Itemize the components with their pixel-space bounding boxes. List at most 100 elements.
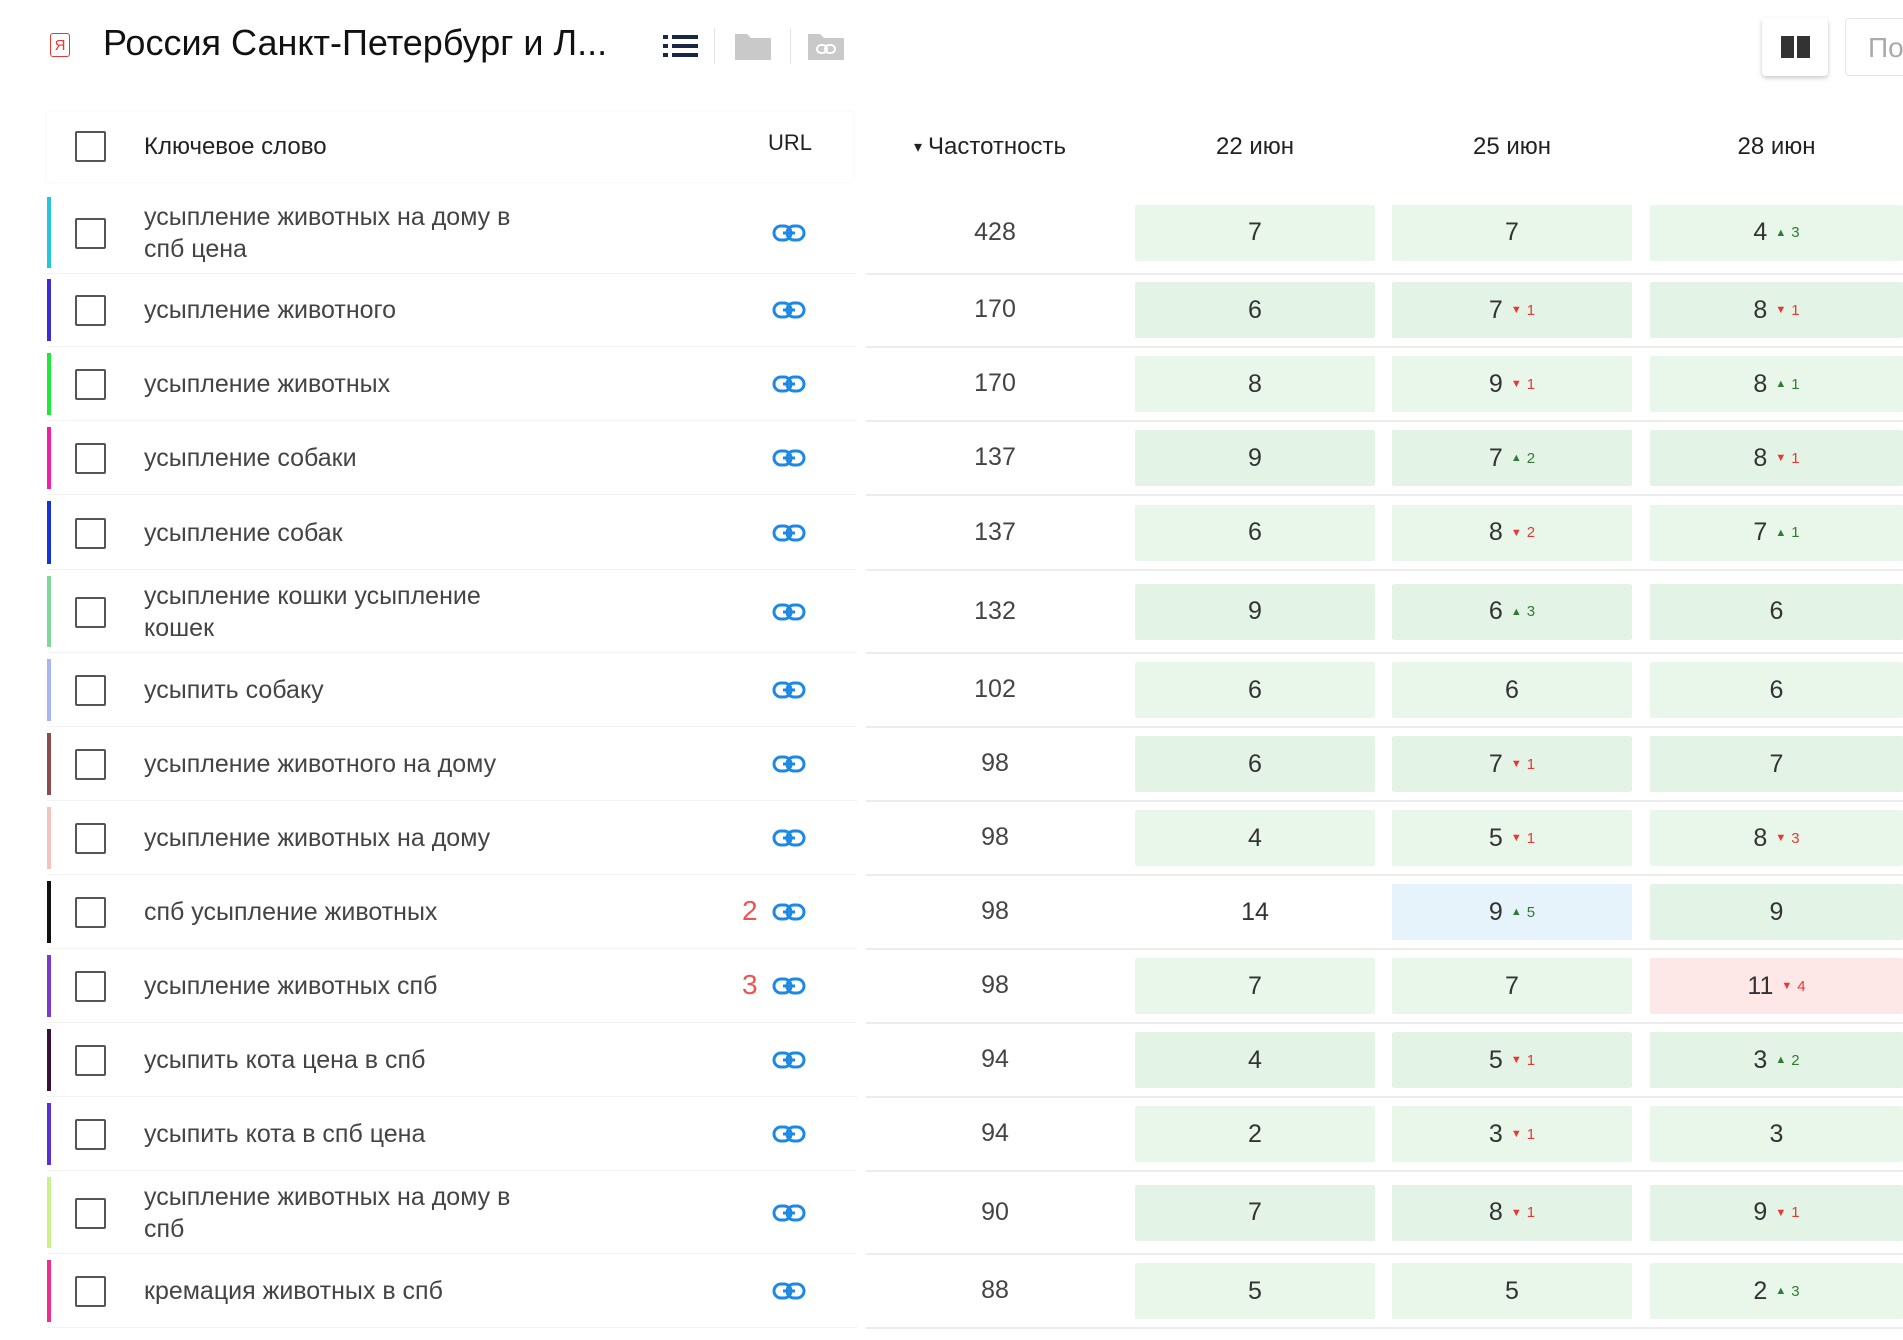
keyword-text[interactable]: усыпление животных bbox=[144, 370, 391, 398]
position-cell[interactable]: 8 ▼ 3 bbox=[1650, 810, 1903, 866]
position-cell[interactable]: 7 ▼ 1 bbox=[1392, 736, 1632, 792]
position-cell[interactable]: 6 bbox=[1135, 504, 1375, 561]
row-checkbox[interactable] bbox=[75, 675, 106, 706]
table-row[interactable]: усыпить кота в спб цена 94 2 3 ▼ 1 3 bbox=[0, 1097, 1903, 1172]
position-cell[interactable]: 9 bbox=[1650, 884, 1903, 940]
keyword-text[interactable]: усыпление животных на дому в спб bbox=[144, 1183, 511, 1243]
table-row[interactable]: усыпление животного на дому 98 6 7 ▼ 1 7 bbox=[0, 727, 1903, 802]
keyword-text[interactable]: усыпить кота в спб цена bbox=[144, 1120, 426, 1148]
table-row[interactable]: усыпление кошки усыпление кошек 132 9 6 ▲ 3 6 bbox=[0, 570, 1903, 654]
position-cell[interactable]: 7 bbox=[1392, 958, 1632, 1014]
row-checkbox[interactable] bbox=[75, 1276, 106, 1307]
position-cell[interactable]: 9 bbox=[1135, 430, 1375, 486]
row-checkbox[interactable] bbox=[75, 1197, 106, 1229]
position-cell[interactable]: 6 ▲ 3 bbox=[1392, 583, 1632, 640]
row-checkbox[interactable] bbox=[75, 1045, 106, 1076]
keyword-text[interactable]: усыпление животного на дому bbox=[144, 750, 497, 778]
keyword-text[interactable]: спб усыпление животных bbox=[144, 898, 438, 926]
link-icon[interactable] bbox=[772, 601, 806, 623]
link-icon[interactable] bbox=[772, 447, 806, 469]
list-icon[interactable] bbox=[662, 28, 700, 69]
position-cell[interactable]: 5 ▼ 1 bbox=[1392, 810, 1632, 866]
link-folder-icon[interactable] bbox=[806, 28, 846, 69]
table-row[interactable]: кремация животных в спб 88 5 5 2 ▲ 3 bbox=[0, 1254, 1903, 1329]
link-icon[interactable] bbox=[772, 299, 806, 321]
position-cell[interactable]: 3 ▼ 1 bbox=[1392, 1106, 1632, 1162]
position-cell[interactable]: 3 bbox=[1650, 1106, 1903, 1162]
link-icon[interactable] bbox=[772, 827, 806, 849]
position-cell[interactable]: 2 bbox=[1135, 1106, 1375, 1162]
keyword-text[interactable]: усыпление собак bbox=[144, 518, 343, 547]
keyword-text[interactable]: усыпить кота цена в спб bbox=[144, 1046, 426, 1074]
position-cell[interactable]: 8 ▼ 1 bbox=[1650, 282, 1903, 338]
position-cell[interactable]: 8 ▼ 1 bbox=[1392, 1184, 1632, 1241]
col-date-header[interactable]: 25 июн bbox=[1472, 133, 1552, 160]
position-cell[interactable]: 6 bbox=[1650, 662, 1903, 718]
project-title[interactable]: Россия Санкт-Петербург и Л... bbox=[103, 22, 608, 63]
partial-button[interactable]: По bbox=[1845, 18, 1903, 76]
keyword-text[interactable]: усыпление собаки bbox=[144, 444, 357, 472]
link-icon[interactable] bbox=[772, 373, 806, 395]
position-cell[interactable]: 3 ▲ 2 bbox=[1650, 1032, 1903, 1088]
link-icon[interactable] bbox=[772, 522, 806, 544]
position-cell[interactable]: 4 ▲ 3 bbox=[1650, 204, 1903, 261]
row-checkbox[interactable] bbox=[75, 1119, 106, 1150]
keyword-text[interactable]: кремация животных в спб bbox=[144, 1277, 443, 1305]
position-cell[interactable]: 8 ▼ 2 bbox=[1392, 504, 1632, 561]
col-frequency-header[interactable]: ▾ Частотность bbox=[870, 112, 1110, 182]
col-keyword-header[interactable]: Ключевое слово bbox=[144, 133, 327, 160]
row-checkbox[interactable] bbox=[75, 217, 106, 249]
keyword-text[interactable]: усыпление животных на дому bbox=[144, 824, 491, 852]
keyword-text[interactable]: усыпление животного bbox=[144, 296, 397, 324]
link-icon[interactable] bbox=[772, 1049, 806, 1071]
position-cell[interactable]: 6 bbox=[1135, 282, 1375, 338]
keyword-text[interactable]: усыпление животных на дому в спб цена bbox=[144, 203, 511, 263]
url-duplicates-count[interactable]: 3 bbox=[742, 969, 758, 1000]
position-cell[interactable]: 6 bbox=[1135, 662, 1375, 718]
link-icon[interactable] bbox=[772, 1202, 806, 1224]
link-icon[interactable] bbox=[772, 753, 806, 775]
row-checkbox[interactable] bbox=[75, 823, 106, 854]
position-cell[interactable]: 6 bbox=[1392, 662, 1632, 718]
table-row[interactable]: спб усыпление животных 2 98 14 9 ▲ 5 9 bbox=[0, 875, 1903, 950]
url-duplicates-count[interactable]: 2 bbox=[742, 895, 758, 926]
position-cell[interactable]: 4 bbox=[1135, 810, 1375, 866]
col-date-header[interactable]: 22 июн bbox=[1215, 133, 1295, 160]
row-checkbox[interactable] bbox=[75, 971, 106, 1002]
col-date-header[interactable]: 28 июн bbox=[1737, 133, 1816, 160]
table-row[interactable]: усыпление животных на дому в спб цена 428… bbox=[0, 191, 1903, 275]
table-row[interactable]: усыпление животного 170 6 7 ▼ 1 8 ▼ 1 bbox=[0, 273, 1903, 348]
link-icon[interactable] bbox=[772, 1123, 806, 1145]
table-row[interactable]: усыпление животных на дому 98 4 5 ▼ 1 8 ▼ 3 bbox=[0, 801, 1903, 876]
position-cell[interactable]: 11 ▼ 4 bbox=[1650, 958, 1903, 1014]
link-icon[interactable] bbox=[772, 679, 806, 701]
col-url-header[interactable]: URL bbox=[767, 130, 812, 155]
row-checkbox[interactable] bbox=[75, 295, 106, 326]
table-row[interactable]: усыпление собаки 137 9 7 ▲ 2 8 ▼ 1 bbox=[0, 421, 1903, 496]
row-checkbox[interactable] bbox=[75, 897, 106, 928]
position-cell[interactable]: 9 bbox=[1135, 583, 1375, 640]
keyword-text[interactable]: усыпление животных спб bbox=[144, 972, 438, 1000]
position-cell[interactable]: 5 ▼ 1 bbox=[1392, 1032, 1632, 1088]
table-row[interactable]: усыпить кота цена в спб 94 4 5 ▼ 1 3 ▲ 2 bbox=[0, 1023, 1903, 1098]
row-checkbox[interactable] bbox=[75, 596, 106, 628]
position-cell[interactable]: 7 ▼ 1 bbox=[1392, 282, 1632, 338]
table-row[interactable]: усыпление животных 170 8 9 ▼ 1 8 ▲ 1 bbox=[0, 347, 1903, 422]
link-icon[interactable] bbox=[772, 901, 806, 923]
position-cell[interactable]: 7 ▲ 1 bbox=[1650, 504, 1903, 561]
position-cell[interactable]: 7 bbox=[1392, 204, 1632, 261]
link-icon[interactable] bbox=[772, 222, 806, 244]
keyword-text[interactable]: усыпление кошки усыпление кошек bbox=[144, 582, 481, 642]
position-cell[interactable]: 8 ▲ 1 bbox=[1650, 356, 1903, 412]
position-cell[interactable]: 8 ▼ 1 bbox=[1650, 430, 1903, 486]
position-cell[interactable]: 8 bbox=[1135, 356, 1375, 412]
position-cell[interactable]: 9 ▼ 1 bbox=[1650, 1184, 1903, 1241]
position-cell[interactable]: 6 bbox=[1650, 583, 1903, 640]
position-cell[interactable]: 14 bbox=[1135, 884, 1375, 940]
position-cell[interactable]: 7 bbox=[1135, 1184, 1375, 1241]
position-cell[interactable]: 9 ▲ 5 bbox=[1392, 884, 1632, 940]
position-cell[interactable]: 5 bbox=[1135, 1263, 1375, 1319]
position-cell[interactable]: 2 ▲ 3 bbox=[1650, 1263, 1903, 1319]
row-checkbox[interactable] bbox=[75, 443, 106, 474]
row-checkbox[interactable] bbox=[75, 517, 106, 549]
